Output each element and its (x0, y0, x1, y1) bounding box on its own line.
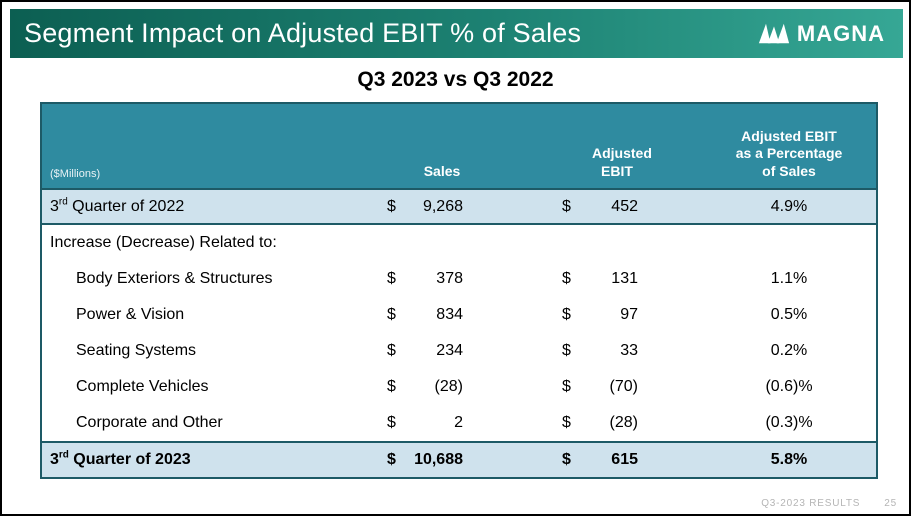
ebit-cell: $97 (557, 306, 642, 324)
pct-value: 0.5% (770, 306, 808, 323)
currency-symbol: $ (562, 414, 571, 431)
page-title: Segment Impact on Adjusted EBIT % of Sal… (24, 18, 582, 48)
currency-symbol: $ (387, 414, 396, 431)
column-header-adjusted-ebit: Adjusted EBIT (592, 145, 652, 179)
magna-wordmark: MAGNA (796, 20, 885, 46)
row-label: Corporate and Other (76, 414, 223, 431)
magna-logo: MAGNA (758, 21, 885, 47)
sales-cell: $9,268 (382, 198, 467, 216)
table-row-q3-2023: 3rd Quarter of 2023 $10,688 $615 5.8% (42, 443, 876, 477)
unit-label: ($Millions) (50, 168, 101, 180)
currency-symbol: $ (562, 270, 571, 287)
ebit-cell: $131 (557, 270, 642, 288)
currency-symbol: $ (387, 342, 396, 359)
currency-symbol: $ (562, 197, 571, 215)
pct-value: (0.3)% (765, 414, 813, 431)
sales-value: 234 (436, 342, 463, 359)
ebit-cell: $33 (557, 342, 642, 360)
row-label: 3rd Quarter of 2022 (50, 196, 185, 215)
currency-symbol: $ (387, 197, 396, 215)
table-row-complete-vehicles: Complete Vehicles $ (28) $ (70) (0.6)% (42, 369, 876, 405)
row-label: Seating Systems (76, 342, 197, 359)
sales-cell: $378 (382, 270, 467, 288)
table-row-power-vision: Power & Vision $834 $97 0.5% (42, 297, 876, 333)
table-row-body-exteriors: Body Exteriors & Structures $378 $131 1.… (42, 261, 876, 297)
sales-value: 834 (436, 306, 463, 323)
ebit-value: 131 (611, 270, 638, 287)
ebit-cell: $615 (557, 451, 642, 469)
sales-value: (28) (434, 378, 463, 395)
row-label: Body Exteriors & Structures (76, 270, 273, 287)
currency-symbol: $ (387, 451, 396, 468)
pct-value: 5.8% (770, 451, 808, 468)
pct-value: 4.9% (770, 197, 808, 215)
column-header-sales: Sales (423, 162, 461, 179)
table-row-corporate-other: Corporate and Other $2 $ (28) (0.3)% (42, 405, 876, 441)
segment-impact-table: ($Millions) Sales Adjusted EBIT Adjusted… (40, 102, 878, 479)
ebit-value: 615 (611, 451, 638, 468)
sales-value: 378 (436, 270, 463, 287)
currency-symbol: $ (562, 342, 571, 359)
page-number: 25 (884, 498, 897, 509)
sales-cell: $2 (382, 414, 467, 432)
sales-cell: $834 (382, 306, 467, 324)
table-row-section-header: Increase (Decrease) Related to: (42, 225, 876, 261)
currency-symbol: $ (562, 378, 571, 395)
ebit-cell: $452 (557, 198, 642, 216)
row-label: Power & Vision (76, 306, 185, 323)
ebit-value: 452 (611, 197, 638, 215)
sales-cell: $ (28) (382, 378, 467, 396)
table-row-q3-2022: 3rd Quarter of 2022 $9,268 $452 4.9% (42, 190, 876, 225)
ebit-value: 33 (620, 342, 638, 359)
sales-cell: $234 (382, 342, 467, 360)
row-label: Complete Vehicles (76, 378, 209, 395)
currency-symbol: $ (387, 270, 396, 287)
section-label: Increase (Decrease) Related to: (50, 234, 277, 251)
increase-decrease-block: Increase (Decrease) Related to: Body Ext… (42, 225, 876, 443)
table-header-row: ($Millions) Sales Adjusted EBIT Adjusted… (42, 104, 876, 190)
pct-value: (0.6)% (765, 378, 813, 395)
ebit-value: 97 (620, 306, 638, 323)
column-header-ebit-percentage: Adjusted EBIT as a Percentage of Sales (735, 127, 843, 179)
title-banner: Segment Impact on Adjusted EBIT % of Sal… (10, 9, 903, 58)
currency-symbol: $ (562, 451, 571, 468)
table-row-seating-systems: Seating Systems $234 $33 0.2% (42, 333, 876, 369)
pct-value: 0.2% (770, 342, 808, 359)
magna-m-icon (758, 22, 790, 45)
sales-value: 9,268 (422, 197, 463, 215)
currency-symbol: $ (387, 306, 396, 323)
sales-value: 2 (454, 414, 463, 431)
ebit-cell: $ (70) (557, 378, 642, 396)
ebit-cell: $ (28) (557, 414, 642, 432)
sales-value: 10,688 (414, 451, 463, 468)
ebit-value: (70) (609, 378, 638, 395)
slide-subtitle: Q3 2023 vs Q3 2022 (357, 68, 554, 91)
sales-cell: $10,688 (382, 451, 467, 469)
footer-label: Q3-2023 RESULTS (761, 498, 861, 509)
pct-value: 1.1% (770, 270, 808, 287)
ebit-value: (28) (609, 414, 638, 431)
slide-footer: Q3-2023 RESULTS 25 (761, 498, 897, 509)
row-label: 3rd Quarter of 2023 (50, 449, 191, 468)
currency-symbol: $ (562, 306, 571, 323)
currency-symbol: $ (387, 378, 396, 395)
